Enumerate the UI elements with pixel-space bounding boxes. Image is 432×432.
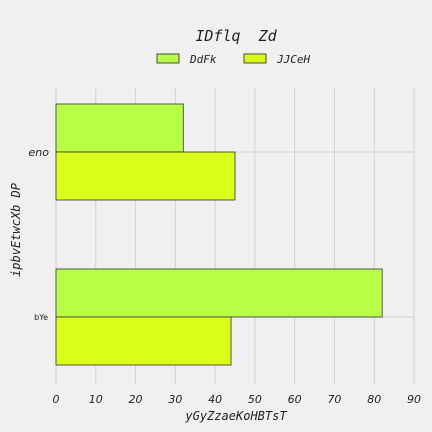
x-tick-label: 70 xyxy=(327,393,341,406)
y-axis-label: ipbvEtwcXb DP xyxy=(9,182,23,277)
legend-label-jjceh: JJCeH xyxy=(276,53,310,66)
legend: DdFk JJCeH xyxy=(156,53,310,66)
bar-jjceh-eno xyxy=(55,151,236,201)
bar-ddfk-bye xyxy=(55,268,383,318)
x-tick-label: 50 xyxy=(248,393,262,406)
bars xyxy=(55,103,383,366)
bar-jjceh-bye xyxy=(55,316,232,366)
y-tick-label-eno: eno xyxy=(29,146,50,159)
x-tick-label: 10 xyxy=(89,393,103,406)
y-tick-label-bye: bYe xyxy=(34,313,48,322)
tick-labels: 0 10 20 30 40 50 60 70 80 90 eno bYe xyxy=(29,146,421,406)
legend-label-ddfk: DdFk xyxy=(189,53,217,66)
legend-swatch-jjceh xyxy=(243,53,267,64)
x-tick-label: 0 xyxy=(53,393,60,406)
x-tick-label: 90 xyxy=(407,393,421,406)
legend-swatch-ddfk xyxy=(156,53,180,64)
x-tick-label: 20 xyxy=(129,393,143,406)
chart-title: IDflq Zd xyxy=(195,27,277,45)
x-tick-label: 30 xyxy=(168,393,182,406)
x-tick-label: 40 xyxy=(208,393,222,406)
x-tick-label: 80 xyxy=(367,393,381,406)
x-axis-label: yGyZzaeKoHBTsT xyxy=(184,409,287,423)
x-tick-label: 60 xyxy=(288,393,302,406)
bar-ddfk-eno xyxy=(55,103,184,153)
